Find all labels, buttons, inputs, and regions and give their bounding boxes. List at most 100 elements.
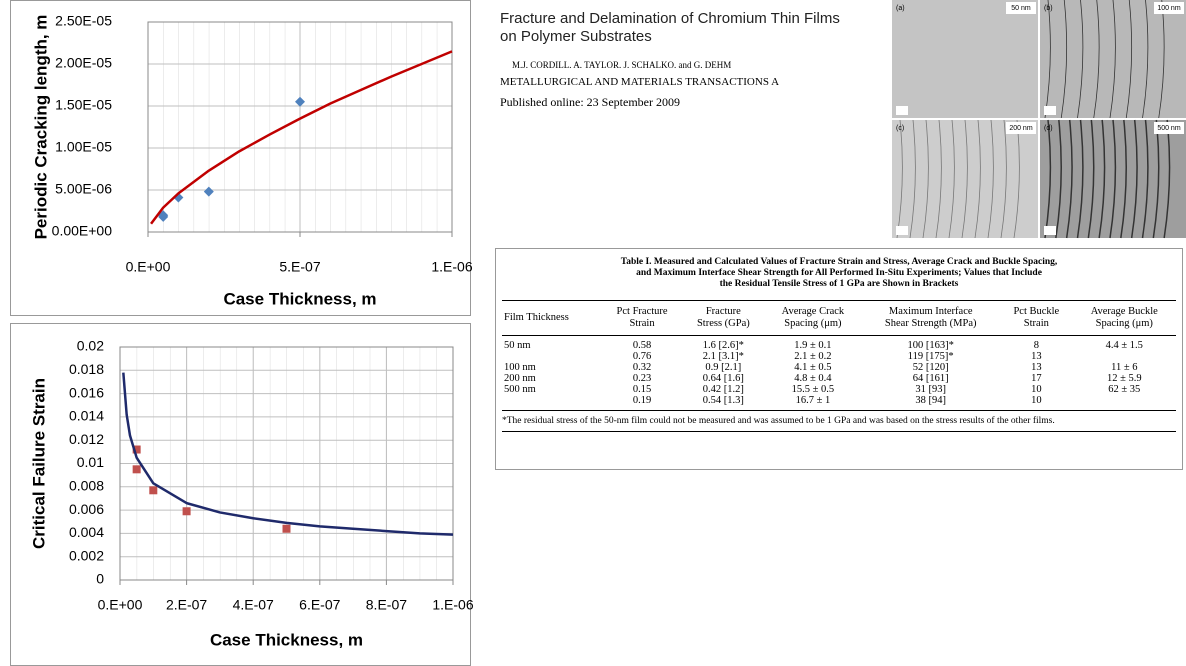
header-line: Spacing (μm) — [1095, 318, 1153, 329]
point — [149, 486, 158, 495]
crack — [948, 119, 955, 239]
table-figure: Table I. Measured and Calculated Values … — [495, 248, 1183, 470]
table-row: 100 nm 0.32 0.9 [2.1] 4.1 ± 0.5 52 [120] 13 11… — [502, 362, 1176, 373]
crack — [961, 119, 968, 239]
micrograph — [892, 0, 1038, 118]
cell: 100 [163]* — [907, 340, 954, 351]
x-tick-label: 6.E-07 — [299, 597, 340, 613]
cell: 0.54 [1.3] — [702, 395, 744, 406]
panel-label: (d) — [1044, 125, 1053, 132]
x-axis-title: Case Thickness, m — [223, 289, 376, 308]
y-tick-label: 5.00E-06 — [55, 181, 112, 197]
crack — [1130, 119, 1138, 239]
crack — [1109, 0, 1116, 119]
crack — [1125, 0, 1133, 119]
x-tick-label: 5.E-07 — [279, 259, 320, 275]
published: Published online: 23 September 2009 — [500, 95, 680, 109]
cell: 8 — [1033, 340, 1039, 351]
cell: 0.32 — [632, 362, 652, 373]
cell: 0.42 [1.2] — [702, 384, 744, 395]
cell: 200 nm — [504, 373, 536, 384]
header-line: Shear Strength (MPa) — [884, 318, 977, 329]
point — [132, 465, 141, 474]
point — [158, 211, 169, 222]
cell: 0.19 — [632, 395, 652, 406]
empty-cell — [502, 395, 602, 411]
header-cell: Fracture Stress (GPa) — [682, 300, 765, 336]
authors: M.J. CORDILL. A. TAYLOR. J. SCHALKO. and… — [512, 60, 732, 70]
line — [122, 372, 454, 536]
table-row: 0.19 0.54 [1.3] 16.7 ± 1 38 [94] 10 — [502, 395, 1176, 411]
point — [203, 186, 214, 197]
scale-bar — [896, 226, 908, 235]
cell: 17 — [1031, 373, 1042, 384]
crack — [1141, 119, 1149, 239]
cell: 4.8 ± 0.4 — [794, 373, 832, 384]
journal: METALLURGICAL AND MATERIALS TRANSACTIONS… — [500, 76, 780, 88]
point — [132, 445, 141, 454]
cell: 12 ± 5.9 — [1106, 373, 1142, 384]
cell: 15.5 ± 0.5 — [791, 384, 835, 395]
panel-label: (a) — [896, 5, 905, 12]
header-line: Stress (GPa) — [696, 318, 750, 329]
micrographs: (a) 50 nm (b) 100 nm (c) 200 nm (d) 500 nm — [892, 0, 1186, 239]
table-row: 200 nm 0.23 0.64 [1.6] 4.8 ± 0.4 64 [161] 17 1… — [502, 373, 1176, 384]
cell: 38 [94] — [915, 395, 946, 406]
line — [150, 50, 453, 225]
header-line: Average Crack — [781, 306, 845, 317]
cell: 16.7 ± 1 — [795, 395, 831, 406]
x-tick-label: 0.E+00 — [126, 259, 171, 275]
header-line: Spacing (μm) — [784, 318, 842, 329]
y-tick-label: 2.00E-05 — [55, 55, 112, 71]
point — [282, 524, 291, 533]
header-cell: Average Buckle Spacing (μm) — [1072, 300, 1176, 336]
cell: 2.1 [3.1]* — [702, 351, 744, 362]
y-tick-label: 1.00E-05 — [55, 139, 112, 155]
crack — [1044, 0, 1051, 119]
cell: 10 — [1031, 395, 1042, 406]
table-row: 0.76 2.1 [3.1]* 2.1 ± 0.2 119 [175]* 13 — [502, 351, 1176, 362]
scale-label: 500 nm — [1157, 125, 1181, 132]
x-axis-title: Case Thickness, m — [210, 630, 363, 649]
crack — [1087, 119, 1095, 239]
panel-label: (b) — [1044, 5, 1053, 12]
header-cell: Maximum Interface Shear Strength (MPa) — [861, 300, 1001, 336]
panel-label: (c) — [896, 125, 904, 132]
y-tick-label: 2.50E-05 — [55, 13, 112, 29]
cell: 4.4 ± 1.5 — [1105, 340, 1143, 351]
title-line: on Polymer Substrates — [500, 28, 652, 45]
y-tick-label: 0.014 — [69, 408, 104, 424]
crack — [935, 119, 942, 239]
cell: 1.6 [2.6]* — [702, 340, 744, 351]
table-row: 500 nm 0.15 0.42 [1.2] 15.5 ± 0.5 31 [93] 10 6… — [502, 384, 1176, 395]
empty-cell — [1073, 395, 1176, 411]
cell: 13 — [1031, 362, 1042, 373]
crack — [1044, 119, 1052, 239]
cell: 100 nm — [504, 362, 536, 373]
plot-border — [147, 21, 453, 233]
cell: 50 nm — [504, 340, 531, 351]
crack — [1093, 0, 1100, 119]
header-cell: Average Crack Spacing (μm) — [764, 300, 862, 336]
y-tick-label: 0.01 — [77, 454, 104, 470]
cell: 4.1 ± 0.5 — [794, 362, 832, 373]
crack — [974, 119, 981, 239]
crack — [1098, 119, 1106, 239]
crack — [1065, 119, 1073, 239]
y-tick-label: 0 — [96, 571, 104, 587]
x-tick-label: 1.E-06 — [432, 597, 473, 613]
paper-header: Fracture and Delamination of Chromium Th… — [500, 10, 890, 110]
point — [295, 96, 305, 107]
crack — [1060, 0, 1068, 119]
y-tick-label: 1.50E-05 — [55, 97, 112, 113]
y-tick-label: 0.002 — [69, 547, 104, 563]
y-tick-label: 0.018 — [69, 361, 104, 377]
y-tick-label: 0.02 — [77, 338, 104, 354]
y-tick-label: 0.004 — [69, 524, 104, 540]
cell: 0.64 [1.6] — [702, 373, 744, 384]
header-line: Film Thickness — [504, 312, 569, 323]
cell: 0.76 — [632, 351, 652, 362]
label-box — [1006, 2, 1036, 14]
cell: 31 [93] — [915, 384, 946, 395]
